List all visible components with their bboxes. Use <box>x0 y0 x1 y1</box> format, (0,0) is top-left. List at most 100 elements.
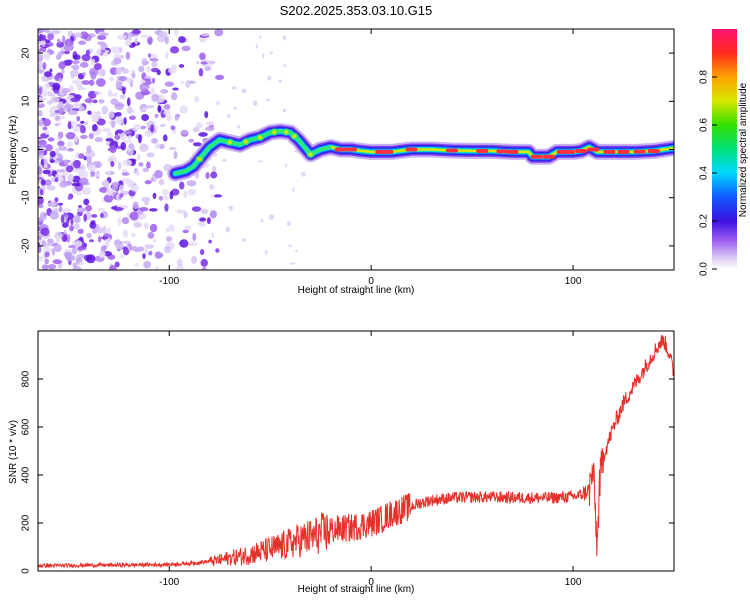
noise-speckle <box>73 135 79 143</box>
noise-speckle <box>76 115 81 122</box>
noise-speckle <box>74 102 82 106</box>
noise-speckle <box>204 110 209 119</box>
noise-speckle <box>77 246 87 251</box>
noise-speckle <box>146 161 151 169</box>
noise-speckle <box>47 202 57 207</box>
noise-speckle <box>142 60 150 65</box>
noise-speckle <box>66 234 71 243</box>
noise-speckle <box>128 115 136 121</box>
noise-speckle <box>57 140 65 147</box>
top-x-axis-label: Height of straight line (km) <box>298 285 415 296</box>
noise-speckle <box>229 205 233 211</box>
noise-speckle <box>255 44 258 49</box>
noise-speckle <box>54 197 59 203</box>
noise-speckle <box>109 145 117 154</box>
noise-speckle <box>139 207 149 212</box>
noise-speckle <box>192 142 202 147</box>
noise-speckle <box>83 213 87 222</box>
noise-speckle <box>111 181 120 187</box>
noise-speckle <box>208 184 215 190</box>
noise-speckle <box>181 45 191 52</box>
noise-speckle <box>44 179 52 186</box>
bottom-x-axis: -100 0 100 <box>159 331 582 588</box>
noise-speckle <box>78 177 89 185</box>
top-y-tick-label: -20 <box>21 238 32 253</box>
noise-speckle <box>55 54 61 61</box>
noise-speckle <box>41 118 51 127</box>
noise-speckle <box>42 126 48 131</box>
noise-speckle <box>47 173 53 177</box>
noise-speckle <box>52 259 62 265</box>
noise-speckle <box>178 36 186 43</box>
noise-speckle <box>260 219 264 223</box>
noise-speckle <box>58 107 65 115</box>
noise-speckle <box>143 260 152 269</box>
noise-speckle <box>151 93 160 102</box>
noise-speckle <box>40 188 44 196</box>
noise-speckle <box>38 87 43 95</box>
noise-speckle <box>44 83 51 90</box>
noise-speckle <box>138 162 144 167</box>
noise-speckle <box>162 188 169 196</box>
noise-speckle <box>44 251 50 258</box>
noise-speckle <box>172 87 179 91</box>
noise-speckle <box>267 75 272 81</box>
noise-speckle <box>287 221 291 227</box>
ridge-blob <box>334 147 347 152</box>
noise-speckle <box>38 29 45 34</box>
noise-speckle <box>199 52 206 61</box>
noise-speckle <box>186 180 197 187</box>
noise-speckle <box>117 217 122 226</box>
noise-speckle <box>188 138 194 143</box>
noise-speckle <box>136 246 145 252</box>
noise-speckle <box>265 99 270 102</box>
noise-speckle <box>144 247 148 255</box>
noise-speckle <box>85 205 93 212</box>
noise-speckle <box>125 51 131 60</box>
noise-speckle <box>292 186 295 193</box>
noise-speckle <box>47 238 55 246</box>
noise-speckle <box>66 147 74 152</box>
noise-speckle <box>49 159 55 164</box>
noise-speckle <box>215 248 220 253</box>
noise-speckle <box>148 208 158 212</box>
noise-speckle <box>57 176 64 182</box>
top-y-axis: -20 -10 0 10 20 <box>21 47 674 253</box>
noise-speckle <box>46 185 56 191</box>
noise-speckle <box>43 29 50 33</box>
noise-speckle <box>119 94 126 99</box>
noise-speckle <box>142 167 149 173</box>
noise-speckle <box>264 250 268 255</box>
noise-speckle <box>38 69 44 74</box>
noise-speckle <box>90 111 100 121</box>
noise-speckle <box>38 46 41 51</box>
noise-speckle <box>56 38 61 44</box>
noise-speckle <box>168 67 177 74</box>
noise-speckle <box>179 105 189 114</box>
noise-speckle <box>70 97 81 103</box>
noise-speckle <box>180 80 185 85</box>
noise-speckle <box>128 32 133 41</box>
noise-speckle <box>180 130 188 136</box>
noise-speckle <box>78 105 84 111</box>
snr-line-layer <box>38 335 674 569</box>
top-x-tick-label: -100 <box>159 276 179 287</box>
noise-speckle <box>156 69 161 76</box>
noise-speckle <box>53 244 62 253</box>
noise-speckle <box>208 239 212 244</box>
noise-speckle <box>92 99 98 104</box>
noise-speckle <box>122 88 126 95</box>
noise-speckle <box>283 64 287 67</box>
noise-speckle <box>38 110 43 117</box>
noise-speckle <box>70 74 75 79</box>
noise-speckle <box>58 206 63 213</box>
noise-speckle <box>97 41 106 46</box>
noise-speckle <box>59 145 66 149</box>
top-y-tick-label: -10 <box>21 190 32 205</box>
noise-speckle <box>222 159 227 162</box>
noise-speckle <box>101 180 110 188</box>
noise-speckle <box>269 51 274 55</box>
noise-speckle <box>109 265 117 270</box>
bottom-y-tick-label: 800 <box>21 370 32 387</box>
